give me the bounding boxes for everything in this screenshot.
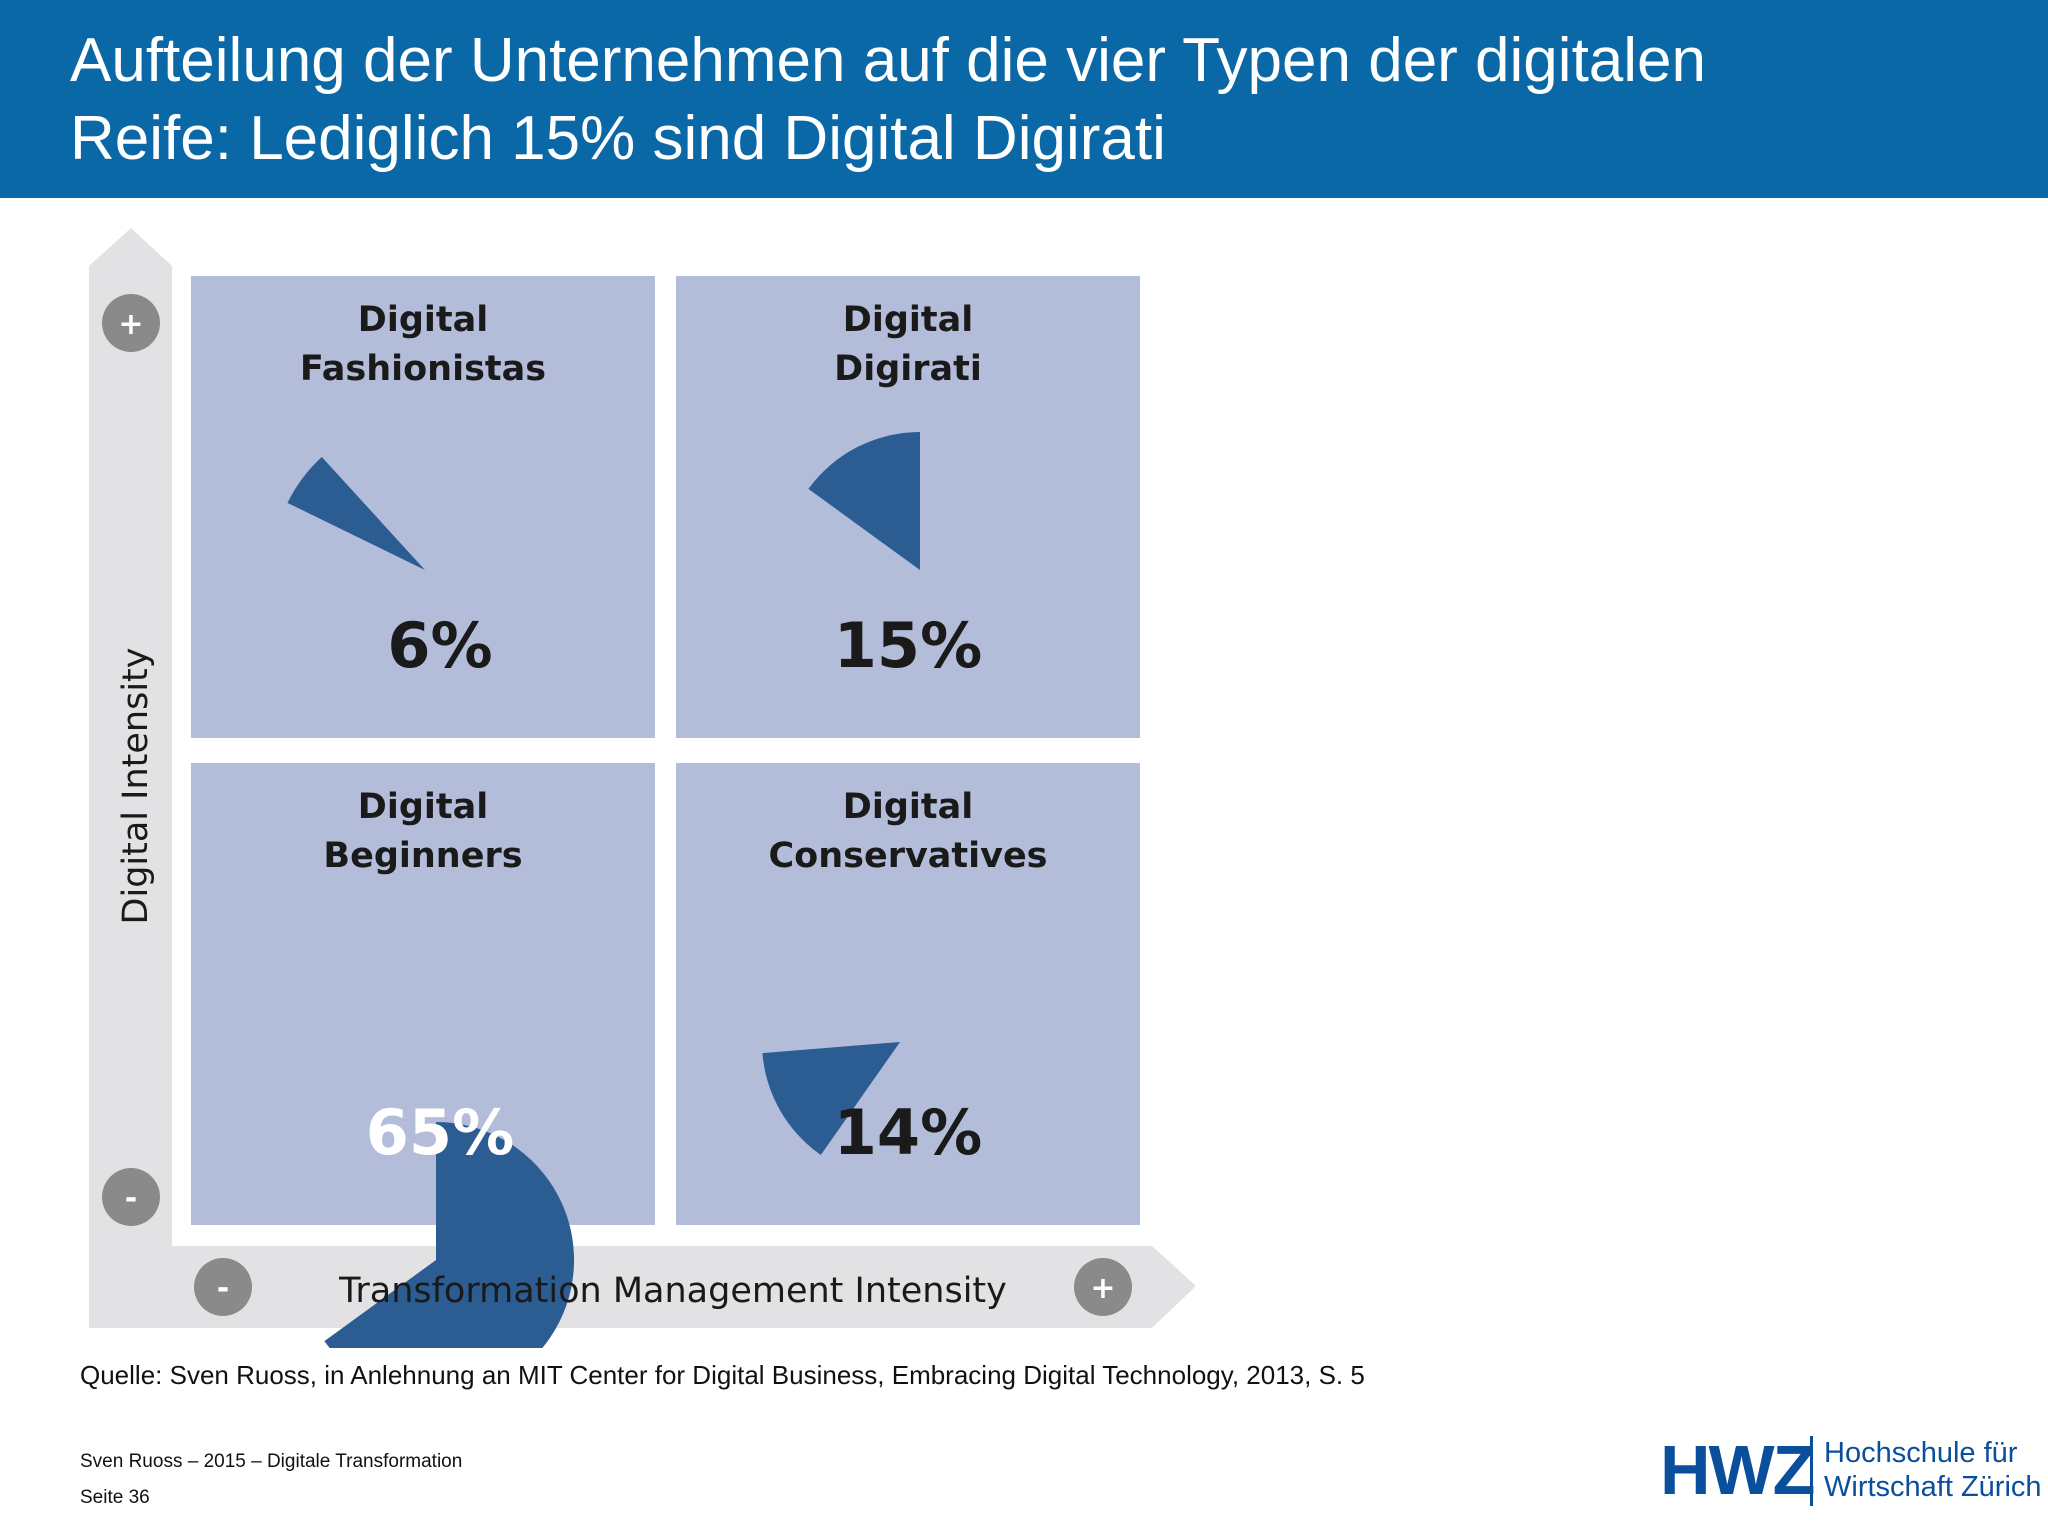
pie-slice-conservatives bbox=[762, 1042, 900, 1155]
y-axis-minus-sign: - bbox=[125, 1181, 137, 1216]
quadrant-title-digirati: Digirati bbox=[834, 349, 982, 389]
value-label-conservatives: 14% bbox=[834, 1096, 982, 1169]
quadrant-title-beginners: Beginners bbox=[323, 836, 522, 876]
quadrant-title-fashionistas: Fashionistas bbox=[300, 349, 546, 389]
x-axis-arrow bbox=[89, 1246, 1196, 1328]
quadrant-title-conservatives: Conservatives bbox=[768, 836, 1047, 876]
value-label-digirati: 15% bbox=[834, 609, 982, 682]
x-axis-minus-marker bbox=[194, 1258, 252, 1316]
x-axis-label: Transformation Management Intensity bbox=[338, 1271, 1007, 1311]
value-label-fashionistas: 6% bbox=[387, 609, 492, 682]
logo-line1: Hochschule für bbox=[1824, 1437, 2018, 1469]
logo-mark: HWZ bbox=[1660, 1431, 1815, 1509]
pie-slice-fashionistas bbox=[287, 457, 425, 570]
quadrant-title-line1: Digital bbox=[358, 300, 488, 340]
quadrant-title-line1: Digital bbox=[843, 787, 973, 827]
footer-author: Sven Ruoss – 2015 – Digitale Transformat… bbox=[80, 1451, 463, 1472]
logo-line2: Wirtschaft Zürich bbox=[1824, 1471, 2042, 1503]
page-title-line2: Reife: Lediglich 15% sind Digital Digira… bbox=[70, 104, 1166, 173]
page-title: Aufteilung der Unternehmen auf die vier … bbox=[70, 22, 1970, 178]
y-axis-plus-sign: + bbox=[118, 307, 143, 342]
logo-divider bbox=[1810, 1436, 1813, 1506]
quadrant-conservatives bbox=[676, 763, 1140, 1225]
quadrant-fashionistas bbox=[191, 276, 655, 738]
page-title-line1: Aufteilung der Unternehmen auf die vier … bbox=[70, 26, 1707, 95]
y-axis-plus-marker bbox=[102, 294, 160, 352]
quadrant-title-line1: Digital bbox=[358, 787, 488, 827]
quadrant-title-line1: Digital bbox=[843, 300, 973, 340]
quadrant-chart: Digital Fashionistas 6% Digital Digirati 15% D… bbox=[89, 228, 1196, 1348]
y-axis-minus-marker bbox=[102, 1168, 160, 1226]
logo-wordmark: Hochschule für Wirtschaft Zürich bbox=[1824, 1436, 2042, 1504]
footer-page-number: Seite 36 bbox=[80, 1487, 150, 1508]
value-label-beginners: 65% bbox=[366, 1096, 514, 1169]
x-axis-minus-sign: - bbox=[217, 1271, 229, 1306]
title-bar: Aufteilung der Unternehmen auf die vier … bbox=[0, 0, 2048, 198]
y-axis-arrow bbox=[89, 228, 172, 1328]
y-axis-label: Digital Intensity bbox=[116, 648, 156, 925]
x-axis-plus-marker bbox=[1074, 1258, 1132, 1316]
source-citation: Quelle: Sven Ruoss, in Anlehnung an MIT … bbox=[80, 1360, 1365, 1390]
hwz-logo: HWZ Hochschule für Wirtschaft Zürich bbox=[1660, 1431, 2042, 1509]
quadrant-group: Digital Fashionistas 6% Digital Digirati 15% D… bbox=[191, 276, 1140, 1348]
pie-slice-beginners bbox=[324, 1122, 575, 1348]
quadrant-beginners bbox=[191, 763, 655, 1225]
x-axis-plus-sign: + bbox=[1090, 1271, 1115, 1306]
pie-slice-digirati bbox=[808, 432, 920, 570]
